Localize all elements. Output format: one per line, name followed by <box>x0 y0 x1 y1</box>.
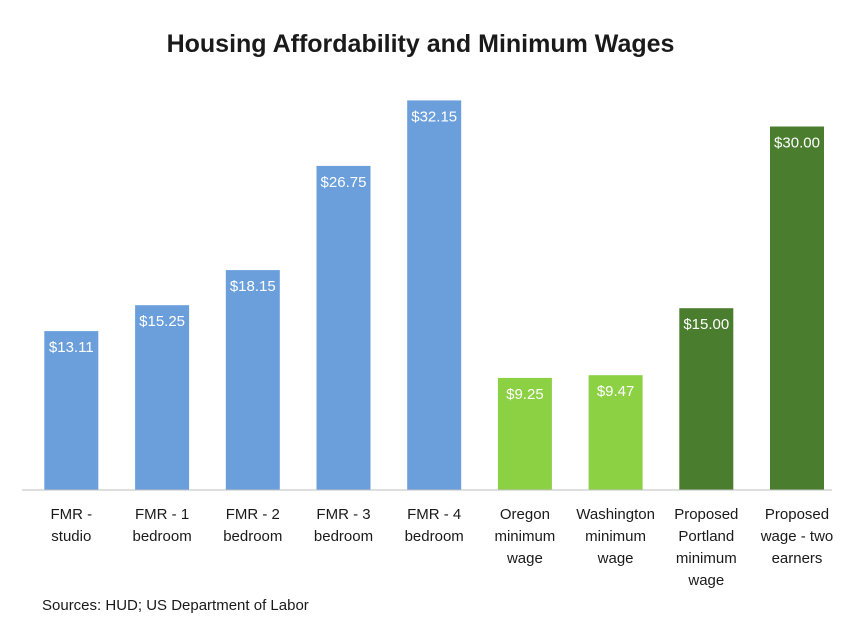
category-label-line: bedroom <box>405 528 464 545</box>
bars-layer: $13.11 $15.25 $18.15 $26.75 $32.15 $9.25 $9.47… <box>44 100 824 491</box>
category-label-line: Washington <box>576 506 655 523</box>
bar-value-label-2: $18.15 <box>230 278 276 295</box>
bar-value-label-3: $26.75 <box>321 174 367 191</box>
category-label-line: minimum <box>494 528 555 545</box>
category-label-line: FMR - 2 <box>226 506 280 523</box>
bar-4 <box>407 100 462 491</box>
bar-2 <box>225 270 280 490</box>
category-label-3: FMR - 3 bedroom <box>314 506 373 545</box>
category-label-5: Oregon minimum wage <box>494 506 555 567</box>
bar-value-label-6: $9.47 <box>597 383 635 400</box>
category-label-6: Washington minimum wage <box>576 506 655 567</box>
category-label-line: bedroom <box>132 528 191 545</box>
chart-title: Housing Affordability and Minimum Wages <box>166 30 675 58</box>
bar-0 <box>44 331 99 490</box>
category-label-1: FMR - 1 bedroom <box>132 506 191 545</box>
category-label-line: minimum <box>585 528 646 545</box>
bar-value-label-8: $30.00 <box>774 135 820 152</box>
category-label-4: FMR - 4 bedroom <box>405 506 464 545</box>
category-label-line: FMR - <box>50 506 92 523</box>
category-label-line: FMR - 4 <box>407 506 461 523</box>
bar-value-label-5: $9.25 <box>506 386 544 403</box>
category-label-line: Proposed <box>674 506 738 523</box>
category-label-line: studio <box>51 528 91 545</box>
category-label-line: Oregon <box>500 506 550 523</box>
bar-1 <box>135 305 190 490</box>
source-note: Sources: HUD; US Department of Labor <box>42 597 309 614</box>
bar-5 <box>497 377 552 490</box>
category-label-line: Proposed <box>765 506 829 523</box>
bar-chart: $13.11 $15.25 $18.15 $26.75 $32.15 $9.25 $9.47… <box>22 100 833 589</box>
bar-value-label-1: $15.25 <box>139 313 185 330</box>
bar-value-label-0: $13.11 <box>49 339 94 356</box>
bar-3 <box>316 165 371 490</box>
bar-8 <box>770 126 824 490</box>
category-label-line: FMR - 1 <box>135 506 189 523</box>
category-label-2: FMR - 2 bedroom <box>223 506 282 545</box>
bar-7 <box>679 308 734 490</box>
category-label-line: FMR - 3 <box>316 506 370 523</box>
category-label-line: minimum <box>676 550 737 567</box>
category-label-8: Proposed wage - two earners <box>760 506 834 567</box>
category-label-7: Proposed Portland minimum wage <box>674 506 738 589</box>
category-label-line: bedroom <box>314 528 373 545</box>
category-label-line: wage - two <box>760 528 834 545</box>
category-label-line: Portland <box>678 528 734 545</box>
bar-value-label-4: $32.15 <box>411 108 457 125</box>
category-label-0: FMR - studio <box>50 506 92 545</box>
bar-6 <box>588 375 643 490</box>
bar-value-label-7: $15.00 <box>683 316 729 333</box>
category-label-line: earners <box>772 550 823 567</box>
category-label-line: wage <box>687 572 724 589</box>
category-label-line: wage <box>597 550 634 567</box>
category-label-line: bedroom <box>223 528 282 545</box>
category-label-line: wage <box>506 550 543 567</box>
